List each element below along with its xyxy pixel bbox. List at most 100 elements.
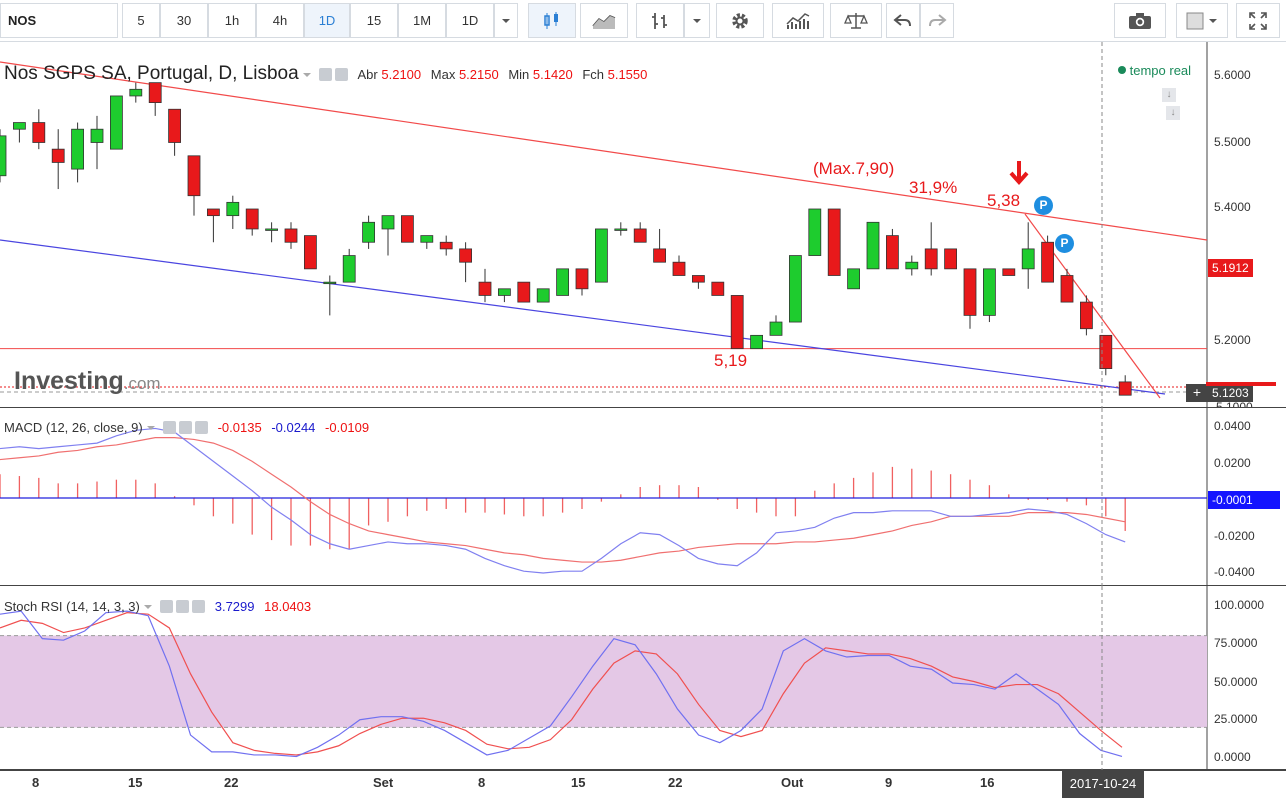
candle-body [692,275,705,283]
symbol-input[interactable]: NOS [0,3,118,38]
stoch-d-value: 18.0403 [264,599,312,614]
camera-icon [1129,13,1151,29]
gear-icon [732,13,748,29]
timeframe-1m-button[interactable]: 1M [398,3,446,38]
scale-balance-icon [844,13,868,29]
redo-button[interactable] [920,3,954,38]
close-icon[interactable] [192,600,206,613]
timeframe-1d-button[interactable]: 1D [304,3,350,38]
realtime-indicator: tempo real [1118,63,1191,78]
pivot-badge[interactable]: P [1055,234,1074,253]
scroll-arrows[interactable]: ↓ ↓ [1162,84,1198,120]
timeframe-15-button[interactable]: 15 [350,3,398,38]
candle-body [342,255,356,283]
add-level-button[interactable]: + [1186,384,1208,402]
annotation-pct: 31,9% [909,178,958,197]
logo-text: Investing [14,367,124,395]
candle-body [226,201,240,217]
candle-body [789,255,802,323]
candle-body [905,261,919,270]
candle-body [633,228,647,243]
y-tick: -0.0400 [1214,565,1255,579]
investing-logo: Investing.com [14,367,161,396]
candle-body [497,288,511,296]
annotation-538: 5,38 [987,191,1021,210]
fullscreen-button[interactable] [1236,3,1280,38]
candle-body [614,228,628,231]
candle-body [265,228,279,231]
stoch-rsi-chart[interactable] [0,586,1286,770]
close-icon[interactable] [194,421,208,434]
layout-icon [1186,12,1217,30]
macd-signal-line [0,437,1126,563]
arrow-up-icon[interactable]: ↓ [1166,106,1180,120]
y-tick: 5.2000 [1214,333,1251,347]
y-tick: 5.5000 [1214,135,1251,149]
macd-value: -0.0135 [217,420,262,435]
eye-icon[interactable] [160,600,174,613]
close-label: Fch [582,67,604,82]
toolbar: NOS 5 30 1h 4h 1D 15 1M 1D [0,0,1286,42]
candle-body [1080,301,1093,330]
y-tick: 0.0400 [1214,419,1251,433]
candle-body [1060,275,1074,303]
realtime-label: tempo real [1129,63,1192,78]
gear-icon[interactable] [178,421,192,434]
candle-body [362,221,376,243]
candle-body [556,268,569,296]
undo-button[interactable] [886,3,920,38]
candle-body [672,261,686,276]
candle-body [963,268,977,316]
y-tick: 0.0200 [1214,456,1251,470]
rsi-legend: Stoch RSI (14, 14, 3, 3) 3.7299 18.0403 [4,599,311,614]
pivot-badge[interactable]: P [1034,196,1053,215]
candles-style-button[interactable] [528,3,576,38]
candles-icon [544,12,558,29]
timeframe-dropdown-value[interactable]: 1D [446,3,494,38]
price-pane[interactable]: Nos SGPS SA, Portugal, D, Lisboa Abr 5.2… [0,42,1286,408]
gear-icon[interactable] [176,600,190,613]
compare-button[interactable] [830,3,882,38]
indicators-button[interactable] [772,3,824,38]
timeframe-5-button[interactable]: 5 [122,3,160,38]
x-axis[interactable]: 8 15 22 Set 8 15 22 Out 9 16 2017-10-24 [0,770,1286,798]
x-tick: 9 [885,775,893,790]
timeframe-30-button[interactable]: 30 [160,3,208,38]
settings-button[interactable] [716,3,764,38]
candle-body [711,281,725,296]
gear-icon[interactable] [334,68,348,81]
candle-body [420,235,434,243]
stoch-rsi-pane[interactable]: Stoch RSI (14, 14, 3, 3) 3.7299 18.0403 … [0,586,1286,770]
macd-signal-value: -0.0244 [271,420,316,435]
chevron-down-icon [144,605,153,609]
crosshair-date-tag: 2017-10-24 [1062,771,1144,798]
line-style-button[interactable] [580,3,628,38]
chevron-down-icon [502,19,510,23]
arrow-down-icon[interactable]: ↓ [1162,88,1176,102]
price-chart[interactable] [0,42,1286,408]
candle-body [51,148,65,163]
candle-body [206,208,220,217]
candle-body [517,281,531,303]
timeframe-4h-button[interactable]: 4h [256,3,304,38]
layout-button[interactable] [1176,3,1228,38]
macd-chart[interactable] [0,408,1286,586]
chart-style-dropdown[interactable] [684,3,710,38]
price-legend: Nos SGPS SA, Portugal, D, Lisboa Abr 5.2… [4,63,647,85]
timeframe-dropdown-button[interactable] [494,3,518,38]
snapshot-button[interactable] [1114,3,1166,38]
macd-zero-tag: -0.0001 [1208,491,1280,509]
candle-body [808,208,822,256]
annotation-519: 5,19 [714,351,748,370]
chevron-down-icon [693,19,701,23]
rsi-title: Stoch RSI (14, 14, 3, 3) [4,599,140,614]
bars-style-button[interactable] [636,3,684,38]
candle-body [827,208,841,276]
eye-icon[interactable] [162,421,176,434]
lower-trend-line [0,239,1166,395]
eye-icon[interactable] [318,68,332,81]
candle-body [1041,241,1054,283]
macd-pane[interactable]: MACD (12, 26, close, 9) -0.0135 -0.0244 … [0,408,1286,586]
annotation-max: (Max.7,90) [813,159,895,178]
timeframe-1h-button[interactable]: 1h [208,3,256,38]
